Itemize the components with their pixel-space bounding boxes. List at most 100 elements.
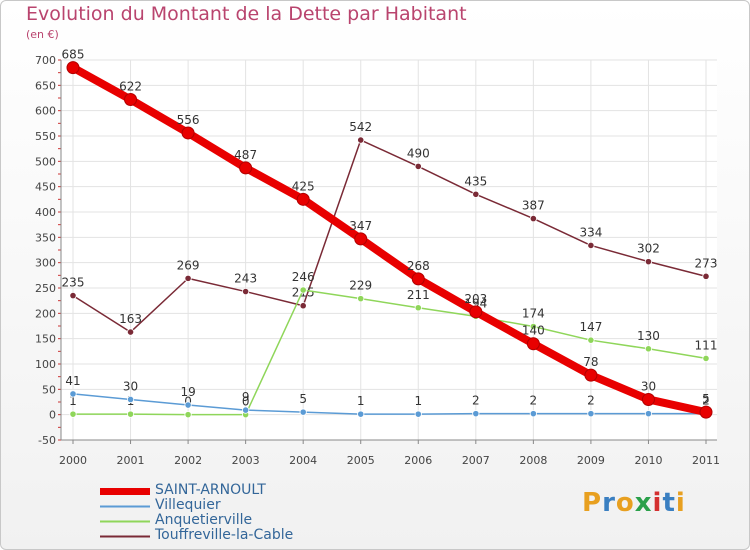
data-point (414, 304, 422, 312)
logo-letter: o (615, 488, 635, 518)
data-label: 269 (177, 258, 200, 272)
data-label: 490 (407, 146, 430, 160)
y-tick-label: 400 (35, 206, 56, 219)
chart-subtitle: (en €) (26, 28, 59, 41)
data-label: 2 (530, 394, 538, 408)
data-label: 435 (464, 174, 487, 188)
chart-title: Evolution du Montant de la Dette par Hab… (26, 3, 467, 25)
data-label: 302 (637, 242, 660, 256)
data-point (354, 232, 368, 246)
y-tick-label: 0 (49, 409, 56, 422)
data-label: 0 (242, 395, 250, 409)
data-label: 556 (177, 113, 200, 127)
data-label: 78 (583, 355, 598, 369)
data-point (469, 305, 483, 319)
data-point (529, 410, 537, 418)
series-line (72, 289, 707, 416)
y-tick-label: 300 (35, 257, 56, 270)
logo-letter: r (602, 488, 616, 518)
legend-swatch-anquetierville (100, 520, 150, 523)
series-touffreville-la-cable: 235163269243215542490435387334302273 (62, 120, 718, 336)
data-label: 425 (292, 179, 315, 193)
data-point (472, 410, 480, 418)
logo-letter: t (662, 488, 676, 518)
legend-swatch-villequier (100, 505, 150, 508)
data-label: 542 (349, 120, 372, 134)
data-point (414, 410, 422, 418)
legend: SAINT-ARNOULT Villequier Anquetierville … (100, 482, 400, 544)
data-label: 1 (357, 394, 365, 408)
data-point (124, 93, 138, 107)
data-label: 235 (62, 276, 85, 290)
data-label: 268 (407, 259, 430, 273)
data-label: 163 (119, 312, 142, 326)
logo-letter: P (582, 488, 603, 518)
legend-swatch-touffreville-la-cable (100, 535, 150, 538)
y-tick-label: 150 (35, 333, 56, 346)
data-label: 334 (579, 225, 602, 239)
data-point (587, 241, 595, 250)
series-villequier: 413019951122222 (65, 374, 710, 418)
series-line (72, 393, 707, 415)
data-point (126, 410, 135, 418)
data-point (357, 136, 365, 144)
x-tick-label: 2006 (404, 454, 432, 467)
data-label: 140 (522, 324, 545, 338)
x-tick-label: 2007 (462, 454, 490, 467)
data-label: 30 (641, 379, 656, 393)
data-label: 111 (695, 338, 718, 352)
legend-item-villequier: Villequier (100, 497, 400, 514)
data-label: 30 (123, 379, 138, 393)
x-tick-label: 2000 (59, 454, 87, 467)
x-tick-label: 2004 (289, 454, 317, 467)
data-point (184, 274, 192, 282)
legend-swatch-saint-arnoult (100, 488, 150, 495)
data-label: 246 (292, 270, 315, 284)
legend-swatch-bar (100, 488, 150, 495)
data-label: 273 (695, 256, 718, 270)
x-tick-label: 2005 (347, 454, 375, 467)
data-label: 174 (522, 307, 545, 321)
data-label: 347 (349, 219, 372, 233)
data-point (184, 411, 192, 419)
legend-label-touffreville-la-cable: Touffreville-la-Cable (155, 527, 294, 543)
y-tick-label: 450 (35, 181, 56, 194)
data-point (644, 345, 653, 353)
data-point (299, 302, 307, 310)
data-label: 387 (522, 199, 545, 213)
data-label: 487 (234, 148, 257, 162)
y-tick-label: 600 (35, 105, 56, 118)
y-tick-label: 700 (35, 54, 56, 67)
data-label: 9 (242, 390, 250, 404)
data-point (239, 161, 253, 175)
logo-letter: i (675, 488, 686, 518)
data-point (299, 286, 307, 294)
data-point (702, 272, 710, 280)
logo-letter: x (634, 488, 653, 518)
data-label: 622 (119, 80, 142, 94)
data-point (296, 192, 310, 206)
data-point (529, 322, 537, 331)
legend-label-villequier: Villequier (155, 497, 221, 513)
data-point (357, 410, 365, 418)
x-tick-label: 2008 (519, 454, 547, 467)
data-point (472, 190, 480, 198)
data-label: 130 (637, 329, 660, 343)
data-label: 5 (702, 392, 710, 406)
data-label: 5 (299, 392, 307, 406)
series-anquetierville: 1100246229211194174147130111 (69, 270, 718, 419)
data-label: 1 (69, 394, 77, 408)
y-tick-label: 550 (35, 130, 56, 143)
x-tick-label: 2002 (174, 454, 202, 467)
data-point (584, 368, 598, 382)
data-point (181, 126, 195, 140)
data-label: 243 (234, 272, 257, 286)
data-point (414, 162, 422, 170)
data-label: 147 (579, 320, 602, 334)
data-label: 2 (702, 394, 710, 408)
data-point (644, 258, 653, 266)
y-tick-label: 100 (35, 358, 56, 371)
series-saint-arnoult: 685 622 556 487 425 347 268 203 140 78 30 5 (62, 48, 713, 419)
data-label: 685 (62, 48, 85, 62)
